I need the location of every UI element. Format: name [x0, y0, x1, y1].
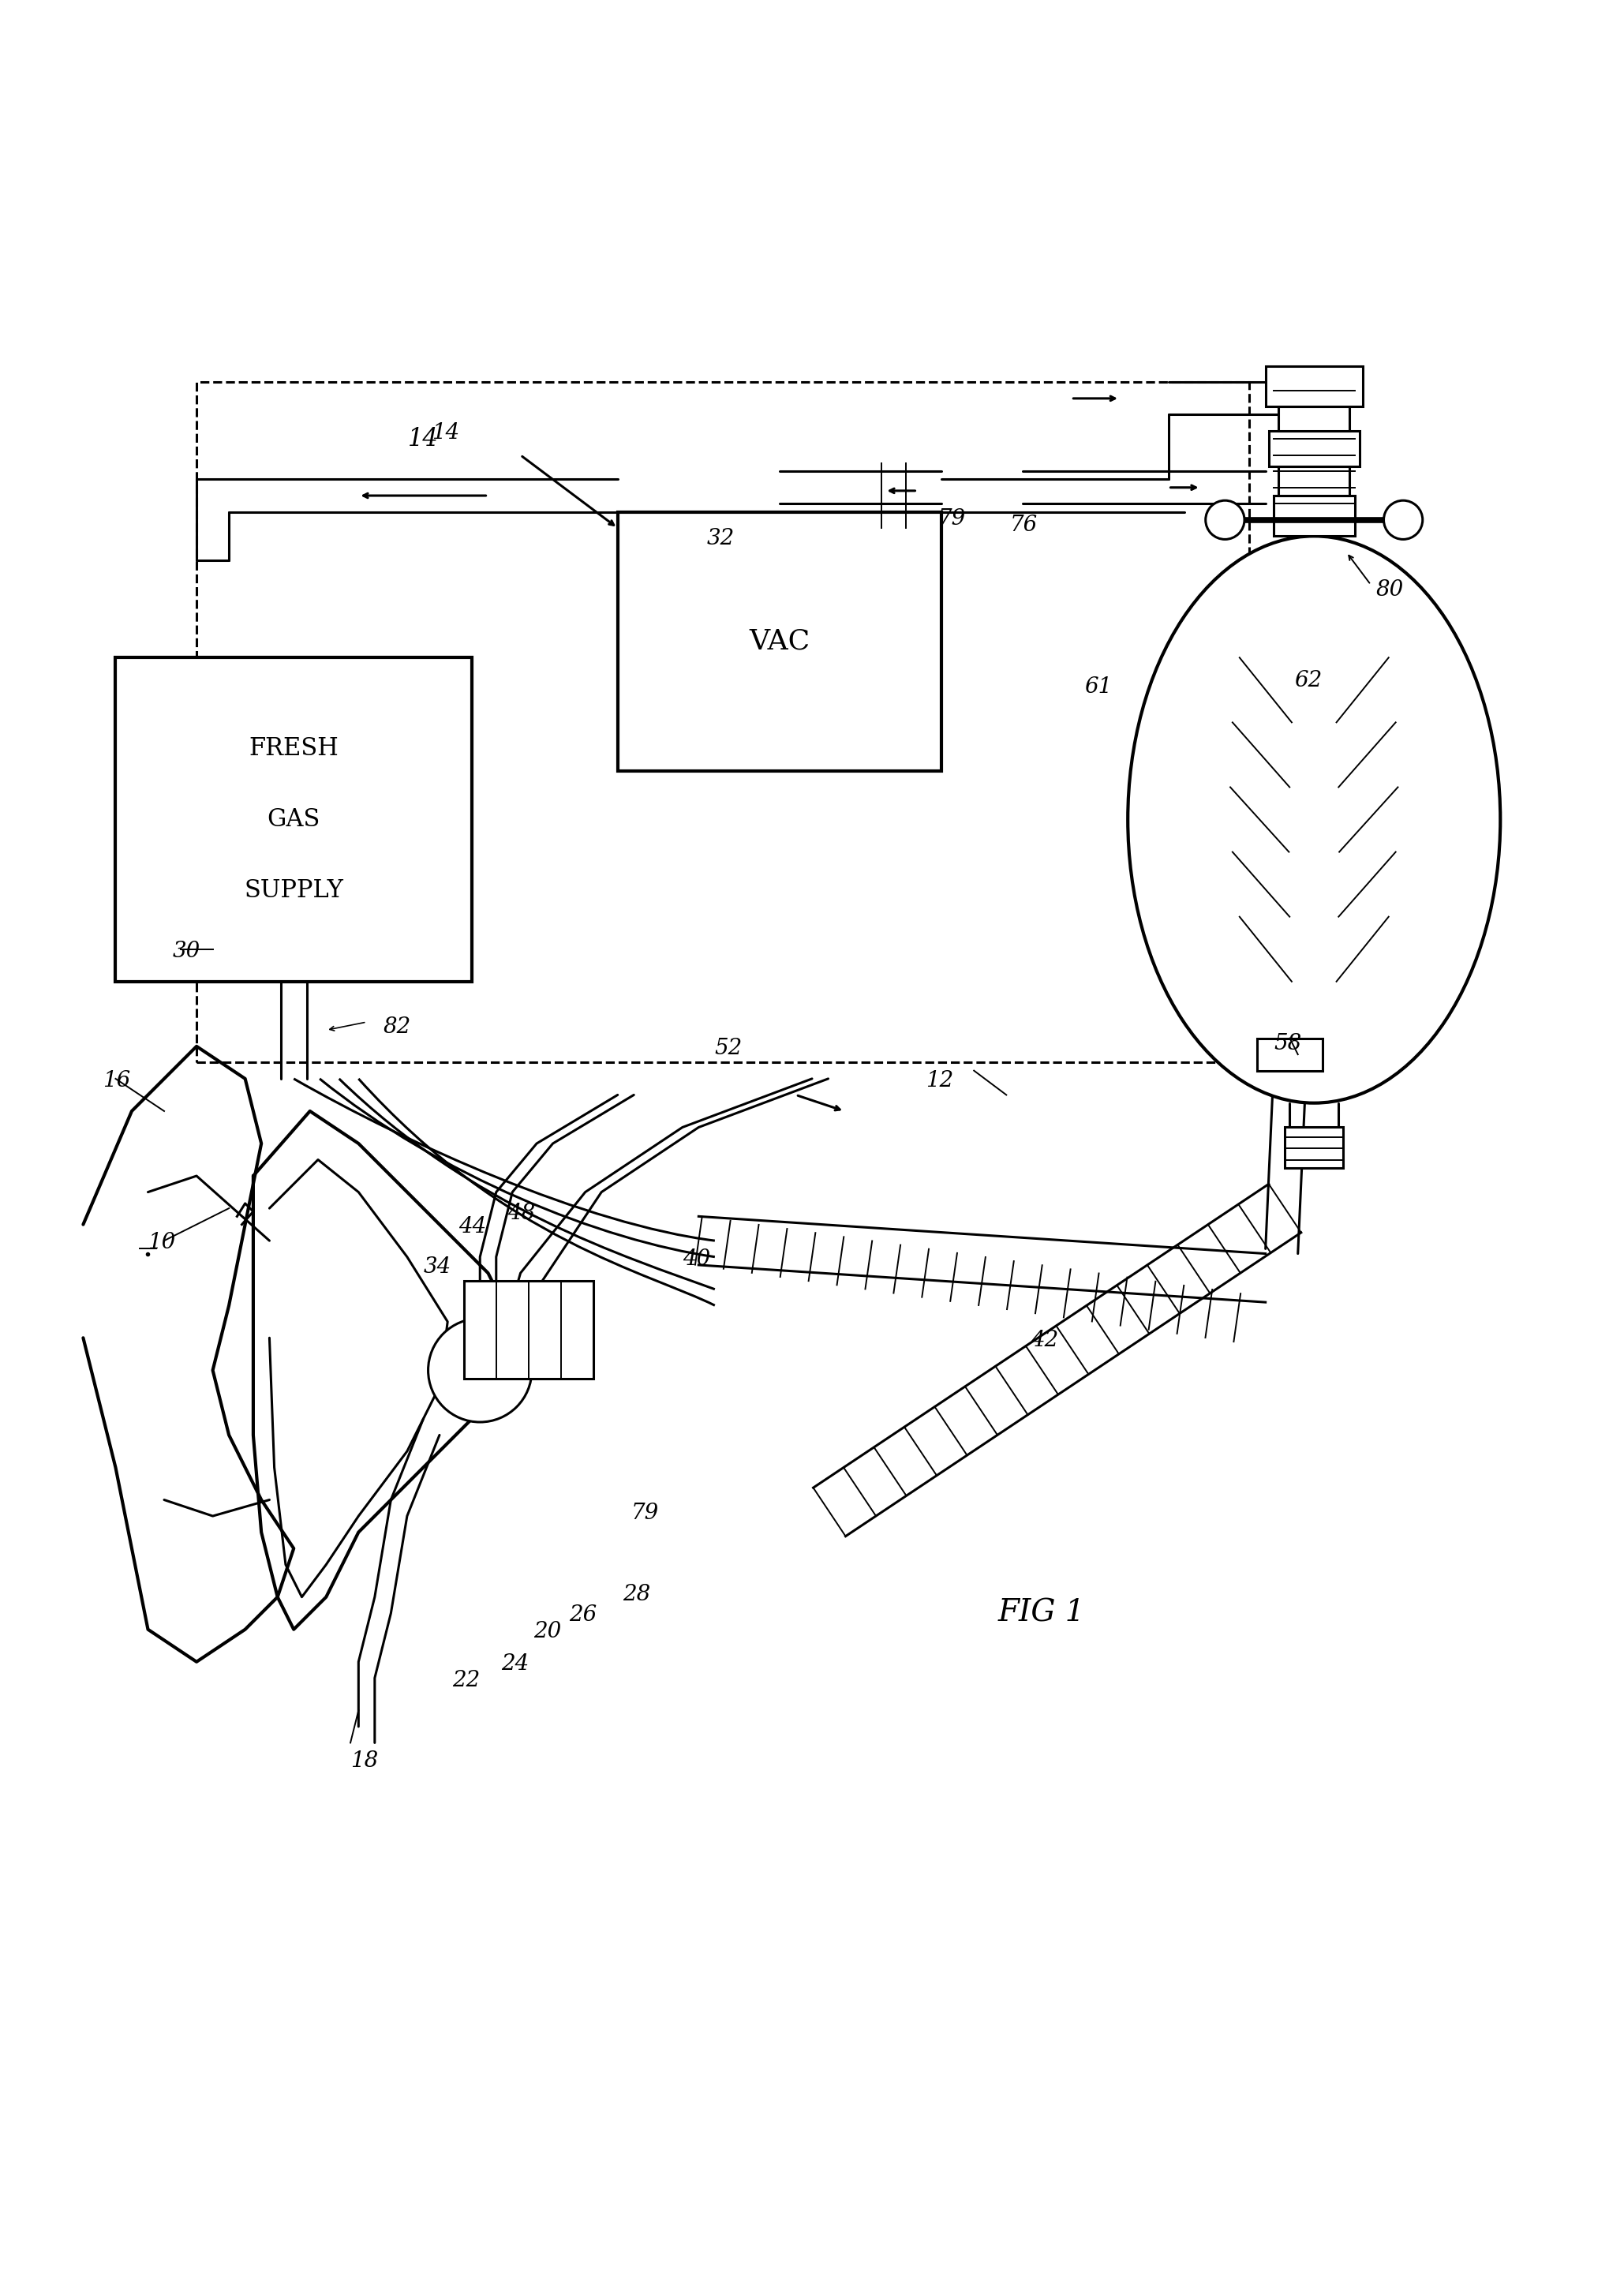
Text: 80: 80 — [1376, 579, 1403, 601]
Text: FIG 1: FIG 1 — [999, 1599, 1085, 1628]
Text: 30: 30 — [172, 940, 200, 963]
Text: 20: 20 — [533, 1621, 562, 1642]
Bar — [1273, 496, 1354, 535]
Ellipse shape — [1127, 535, 1501, 1102]
Text: 62: 62 — [1294, 670, 1322, 691]
Text: 14: 14 — [408, 428, 438, 451]
Text: 18: 18 — [351, 1750, 378, 1772]
Text: 12: 12 — [926, 1070, 953, 1091]
Text: 40: 40 — [682, 1249, 710, 1269]
Bar — [1268, 430, 1359, 467]
Bar — [1265, 366, 1363, 407]
Bar — [1285, 1127, 1343, 1169]
Text: 76: 76 — [1010, 515, 1038, 535]
Text: 32: 32 — [706, 528, 734, 549]
Bar — [1278, 407, 1350, 430]
Text: 24: 24 — [502, 1654, 529, 1674]
Text: 58: 58 — [1273, 1034, 1301, 1054]
Circle shape — [1384, 501, 1423, 540]
Bar — [197, 382, 1249, 1063]
Bar — [1278, 467, 1350, 496]
Text: 14: 14 — [432, 423, 460, 444]
Bar — [464, 1281, 593, 1379]
Text: VAC: VAC — [749, 629, 810, 654]
Circle shape — [1205, 501, 1244, 540]
Text: 48: 48 — [508, 1203, 536, 1224]
Text: 52: 52 — [715, 1038, 742, 1059]
Text: 26: 26 — [568, 1605, 598, 1626]
Text: SUPPLY: SUPPLY — [244, 878, 343, 903]
Bar — [115, 659, 473, 981]
Text: 28: 28 — [622, 1583, 650, 1605]
Text: 22: 22 — [453, 1670, 481, 1690]
Bar — [617, 512, 942, 771]
Text: GAS: GAS — [266, 807, 320, 832]
Text: 42: 42 — [1031, 1329, 1059, 1352]
Text: FRESH: FRESH — [248, 736, 338, 762]
Text: 82: 82 — [383, 1018, 411, 1038]
Text: 10: 10 — [148, 1233, 175, 1253]
Text: 16: 16 — [102, 1070, 130, 1091]
Text: 44: 44 — [460, 1217, 487, 1237]
Text: 79: 79 — [939, 508, 966, 531]
Text: 34: 34 — [424, 1256, 451, 1278]
Bar — [1257, 1038, 1322, 1070]
Text: 79: 79 — [630, 1503, 658, 1523]
Circle shape — [429, 1317, 531, 1423]
Text: 61: 61 — [1085, 677, 1112, 698]
